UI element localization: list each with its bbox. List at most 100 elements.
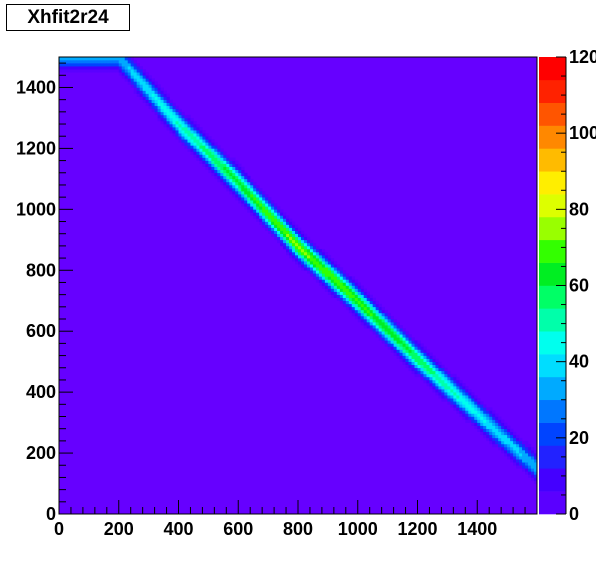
heatmap-cell <box>103 57 108 61</box>
heatmap-cell <box>70 60 75 64</box>
heatmap-cell <box>489 440 493 445</box>
x-tick-label: 0 <box>54 519 64 539</box>
heatmap-cell <box>256 206 260 210</box>
heatmap-cell <box>462 395 466 399</box>
heatmap-cell <box>217 151 221 155</box>
heatmap-cell <box>82 60 87 64</box>
heatmap-cell <box>315 273 320 277</box>
heatmap-cell <box>501 428 505 433</box>
heatmap-cell <box>300 230 305 235</box>
heatmap-cell <box>339 276 344 280</box>
heatmap-cell <box>184 127 188 131</box>
heatmap-cell <box>169 99 173 103</box>
heatmap-cell <box>363 303 368 308</box>
heatmap-cell <box>534 450 538 454</box>
heatmap-cell <box>396 331 400 335</box>
heatmap-cell <box>435 386 439 390</box>
heatmap-cell <box>169 127 173 131</box>
heatmap-cell <box>202 145 206 149</box>
heatmap-cell <box>241 197 245 201</box>
heatmap-cell <box>184 133 188 137</box>
heatmap-cell <box>271 209 275 213</box>
heatmap-cell <box>321 270 326 274</box>
heatmap-cell <box>366 306 370 311</box>
heatmap-cell <box>205 163 209 167</box>
heatmap-cell <box>459 401 463 405</box>
heatmap-cell <box>298 230 302 235</box>
heatmap-cell <box>399 337 403 341</box>
heatmap-cell <box>292 224 296 228</box>
heatmap-cell <box>187 120 191 125</box>
heatmap-cell <box>504 446 508 451</box>
heatmap-cell <box>486 431 490 436</box>
heatmap-cell <box>387 315 391 320</box>
heatmap-cell <box>118 72 123 76</box>
heatmap-cell <box>327 267 332 271</box>
heatmap-cell <box>217 178 221 183</box>
heatmap-cell <box>453 398 457 402</box>
heatmap-cell <box>501 440 505 445</box>
heatmap-cell <box>208 136 212 140</box>
heatmap-cell <box>121 69 126 73</box>
heatmap-cell <box>465 407 469 411</box>
heatmap-cell <box>154 90 158 94</box>
heatmap-cell <box>399 343 403 347</box>
heatmap-cell <box>507 443 511 448</box>
heatmap-cell <box>217 175 221 180</box>
heatmap-cell <box>73 60 78 64</box>
heatmap-cell <box>223 160 227 164</box>
heatmap-cell <box>423 361 427 366</box>
heatmap-cell <box>190 139 194 143</box>
heatmap-cell <box>441 382 445 387</box>
heatmap-cell <box>318 273 323 277</box>
heatmap-cell <box>444 398 448 402</box>
heatmap-cell <box>300 267 305 271</box>
heatmap-cell <box>405 355 409 359</box>
heatmap-cell <box>342 282 347 286</box>
heatmap-cell <box>348 300 353 305</box>
heatmap-cell <box>321 264 326 268</box>
heatmap-cell <box>295 261 299 265</box>
heatmap-cell <box>157 102 161 107</box>
heatmap-cell <box>381 325 385 329</box>
heatmap-cell <box>247 184 251 189</box>
heatmap-cell <box>211 142 215 146</box>
heatmap-cell <box>241 194 245 198</box>
heatmap-cell <box>516 450 520 454</box>
heatmap-cell <box>354 291 359 295</box>
heatmap-cell <box>423 379 427 384</box>
heatmap-cell <box>226 157 230 161</box>
heatmap-cell <box>408 337 412 341</box>
heatmap-cell <box>226 184 230 189</box>
heatmap-cell <box>471 416 475 420</box>
heatmap-cell <box>315 261 320 265</box>
heatmap-cell <box>145 87 149 91</box>
heatmap-cell <box>339 270 344 274</box>
heatmap-cell <box>348 285 353 289</box>
heatmap-cell <box>417 346 421 350</box>
heatmap-cell <box>447 389 451 393</box>
heatmap-cell <box>73 66 78 70</box>
heatmap-cell <box>205 145 209 149</box>
heatmap-cell <box>115 63 120 67</box>
heatmap-cell <box>387 334 391 338</box>
heatmap-cell <box>139 87 143 91</box>
heatmap-cell <box>474 401 478 405</box>
heatmap-cell <box>274 221 278 225</box>
heatmap-cell <box>375 312 379 317</box>
heatmap-cell <box>247 178 251 183</box>
heatmap-cell <box>519 456 523 460</box>
heatmap-cell <box>465 395 469 399</box>
heatmap-cell <box>471 395 475 399</box>
heatmap-cell <box>208 163 212 167</box>
heatmap-cell <box>250 203 254 207</box>
heatmap-cell <box>277 230 281 235</box>
heatmap-cell <box>166 105 170 110</box>
heatmap-cell <box>345 300 350 305</box>
heatmap-cell <box>259 203 263 207</box>
heatmap-cell <box>214 160 218 164</box>
heatmap-cell <box>190 142 194 146</box>
heatmap-cell <box>85 66 90 70</box>
heatmap-cell <box>223 163 227 167</box>
heatmap-cell <box>423 358 427 362</box>
